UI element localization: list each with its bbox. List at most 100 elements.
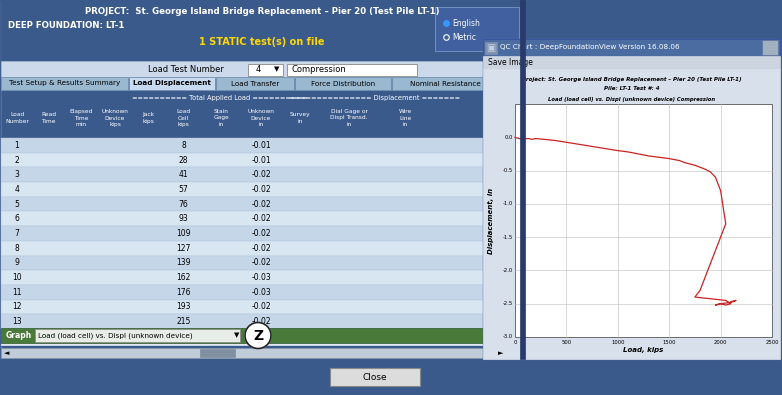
Text: Compression: Compression	[292, 65, 346, 74]
Text: Jack
kips: Jack kips	[142, 113, 155, 124]
Bar	[129, 77, 215, 90]
Text: 7: 7	[15, 229, 20, 238]
Bar	[485, 42, 497, 54]
Text: -2.0: -2.0	[503, 268, 513, 273]
Text: ◄: ◄	[4, 350, 9, 356]
Bar	[1, 300, 507, 314]
Text: Read
Time: Read Time	[41, 113, 56, 124]
Text: -0.02: -0.02	[251, 185, 271, 194]
Text: Test Setup & Results Summary: Test Setup & Results Summary	[9, 81, 120, 87]
Text: Load Test Number: Load Test Number	[148, 65, 224, 74]
Text: -1.5: -1.5	[503, 235, 513, 240]
Text: Load, kips: Load, kips	[623, 347, 664, 353]
Text: 0: 0	[513, 340, 517, 345]
Text: -0.03: -0.03	[251, 288, 271, 297]
Bar	[1, 256, 507, 270]
Text: 1: 1	[15, 141, 20, 150]
Bar	[1, 211, 507, 226]
Text: 3: 3	[15, 170, 20, 179]
Text: Unknown
Device
in: Unknown Device in	[248, 109, 274, 127]
Bar	[1, 153, 507, 167]
Bar	[287, 64, 417, 76]
Text: Close: Close	[363, 372, 387, 382]
Bar	[1, 197, 507, 211]
Text: -0.03: -0.03	[251, 273, 271, 282]
Text: 176: 176	[176, 288, 191, 297]
Text: ▼: ▼	[274, 66, 280, 73]
Text: 1000: 1000	[611, 340, 625, 345]
Text: -0.01: -0.01	[251, 156, 271, 165]
Text: 8: 8	[15, 244, 20, 253]
Text: =============== Displacement =======: =============== Displacement =======	[289, 95, 461, 101]
Text: Unknown
Device
kips: Unknown Device kips	[102, 109, 128, 127]
Bar	[1, 226, 507, 241]
Text: 11: 11	[13, 288, 22, 297]
Text: Project: St. George Island Bridge Replacement – Pier 20 (Test Pile LT-1): Project: St. George Island Bridge Replac…	[522, 77, 741, 81]
Text: 4: 4	[256, 65, 261, 74]
Text: Load (load cell) vs. Displ (unknown device): Load (load cell) vs. Displ (unknown devi…	[38, 332, 192, 339]
Bar	[392, 77, 498, 90]
Bar	[507, 81, 518, 95]
Text: 6: 6	[15, 214, 20, 223]
Text: Save Image: Save Image	[488, 58, 533, 67]
Text: Load (load cell) vs. Displ (unknown device) Compression: Load (load cell) vs. Displ (unknown devi…	[548, 96, 715, 102]
Text: Survey
in: Survey in	[289, 113, 310, 124]
Text: 109: 109	[176, 229, 191, 238]
Text: 162: 162	[176, 273, 191, 282]
Bar	[1, 270, 507, 285]
Text: 2: 2	[15, 156, 20, 165]
Text: 10: 10	[13, 273, 22, 282]
Text: -0.01: -0.01	[251, 141, 271, 150]
Text: Graph: Graph	[6, 331, 32, 340]
Bar	[483, 39, 780, 359]
Bar	[483, 69, 780, 359]
Text: Load Displacement: Load Displacement	[133, 81, 211, 87]
Text: -2.5: -2.5	[503, 301, 513, 306]
Text: ========== Total Applied Load ==========: ========== Total Applied Load ==========	[132, 95, 307, 101]
Bar	[762, 40, 778, 55]
Bar	[1, 138, 507, 153]
Bar	[483, 39, 780, 56]
Bar	[1, 285, 507, 300]
Bar	[1, 1, 521, 394]
Bar	[1, 348, 507, 358]
Bar	[1, 0, 521, 62]
Text: PROJECT:  St. George Island Bridge Replacement – Pier 20 (Test Pile LT-1): PROJECT: St. George Island Bridge Replac…	[84, 8, 439, 17]
Bar	[1, 90, 507, 138]
Text: 13: 13	[13, 317, 22, 326]
Text: 1 STATIC test(s) on file: 1 STATIC test(s) on file	[199, 37, 325, 47]
Text: 215: 215	[176, 317, 191, 326]
Text: 8: 8	[181, 141, 186, 150]
Text: 2500: 2500	[766, 340, 779, 345]
Text: Load
Number: Load Number	[5, 113, 29, 124]
Text: ▼: ▼	[235, 333, 240, 339]
Text: -0.02: -0.02	[251, 229, 271, 238]
Bar	[515, 104, 772, 337]
Text: Elapsed
Time
min: Elapsed Time min	[70, 109, 93, 127]
Text: Load Transfer: Load Transfer	[231, 81, 279, 87]
Text: 12: 12	[13, 303, 22, 312]
Text: ▣: ▣	[486, 43, 496, 53]
Bar	[1, 314, 507, 329]
Text: -1.0: -1.0	[503, 201, 513, 206]
Text: Metric: Metric	[452, 32, 476, 41]
Text: -0.5: -0.5	[503, 168, 513, 173]
Bar	[35, 329, 240, 342]
Bar	[1, 241, 507, 256]
Text: -0.02: -0.02	[251, 244, 271, 253]
Text: 41: 41	[179, 170, 188, 179]
Bar	[216, 77, 294, 90]
Text: 5: 5	[15, 199, 20, 209]
Text: -0.02: -0.02	[251, 199, 271, 209]
Text: Displacement, in: Displacement, in	[488, 188, 494, 254]
Bar	[295, 77, 391, 90]
Bar	[483, 56, 780, 69]
Text: QC Chart : DeepFoundationView Version 16.08.06: QC Chart : DeepFoundationView Version 16…	[500, 45, 680, 51]
Text: -0.02: -0.02	[251, 317, 271, 326]
Bar	[1, 61, 521, 78]
Text: -3.0: -3.0	[503, 335, 513, 339]
Bar	[248, 64, 283, 76]
Bar	[1, 167, 507, 182]
Text: -0.02: -0.02	[251, 214, 271, 223]
Text: -0.02: -0.02	[251, 303, 271, 312]
